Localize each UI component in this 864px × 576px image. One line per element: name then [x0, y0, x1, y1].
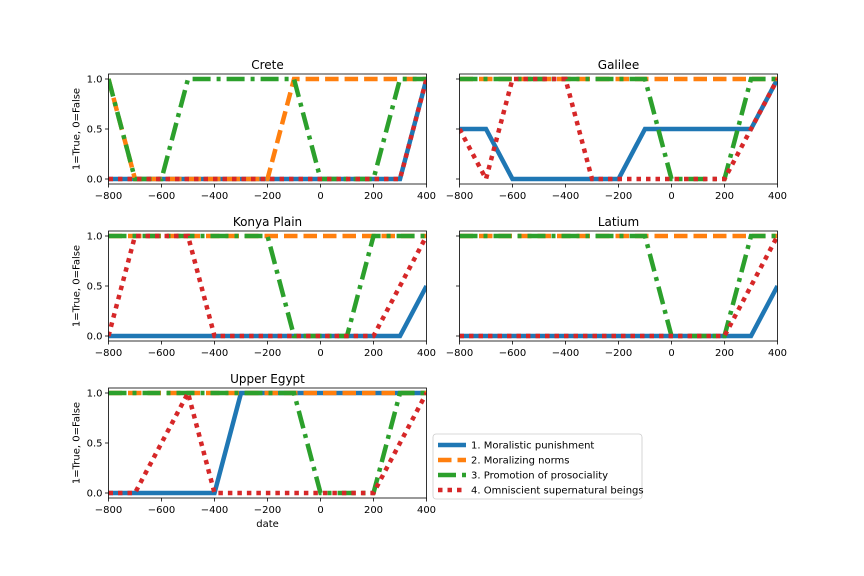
- y-axis-label: 1=True, 0=False: [72, 245, 83, 327]
- x-tick-label: −600: [148, 348, 175, 359]
- x-tick-label: 200: [715, 348, 734, 359]
- x-axis-label: date: [256, 519, 279, 530]
- x-tick-label: 0: [668, 191, 674, 202]
- series-line-4: [108, 233, 427, 339]
- panel-latium: [456, 230, 778, 345]
- legend-label: 3. Promotion of prosociality: [471, 471, 608, 482]
- x-tick-label: −200: [605, 191, 632, 202]
- x-tick-label: −600: [499, 348, 526, 359]
- series-line-3: [459, 233, 778, 339]
- panel-title: Latium: [598, 215, 639, 229]
- series-line-3: [108, 390, 427, 496]
- x-tick-label: 0: [317, 505, 323, 516]
- y-axis-label: 1=True, 0=False: [72, 88, 83, 170]
- x-tick-label: −200: [605, 348, 632, 359]
- x-tick-label: −800: [95, 348, 122, 359]
- x-tick-label: −400: [552, 348, 579, 359]
- y-tick-label: 0.0: [87, 332, 103, 343]
- x-tick-label: −600: [148, 505, 175, 516]
- x-tick-label: −200: [254, 348, 281, 359]
- x-tick-label: −600: [148, 191, 175, 202]
- y-tick-label: 0.5: [87, 125, 103, 136]
- x-tick-label: 0: [317, 348, 323, 359]
- panel-title: Upper Egypt: [230, 372, 305, 386]
- panel-title: Konya Plain: [233, 215, 302, 229]
- panel-crete: [105, 73, 427, 188]
- x-tick-label: −400: [552, 191, 579, 202]
- y-tick-label: 0.0: [87, 489, 103, 500]
- legend-label: 4. Omniscient supernatural beings: [471, 486, 644, 497]
- y-tick-label: 0.0: [87, 175, 103, 186]
- x-tick-label: −800: [446, 348, 473, 359]
- x-tick-label: 400: [768, 348, 787, 359]
- x-tick-label: −400: [201, 191, 228, 202]
- x-tick-label: 400: [417, 505, 436, 516]
- y-tick-label: 1.0: [87, 232, 103, 243]
- y-axis-label: 1=True, 0=False: [72, 402, 83, 484]
- x-tick-label: −800: [446, 191, 473, 202]
- x-tick-label: −400: [201, 505, 228, 516]
- panel-konya-plain: [105, 230, 427, 345]
- axes-frame: [108, 73, 427, 185]
- panel-title: Crete: [251, 58, 284, 72]
- x-tick-label: 400: [417, 191, 436, 202]
- y-tick-label: 1.0: [87, 75, 103, 86]
- x-tick-label: 400: [768, 191, 787, 202]
- y-tick-label: 0.5: [87, 439, 103, 450]
- legend-label: 1. Moralistic punishment: [471, 441, 594, 452]
- x-tick-label: −600: [499, 191, 526, 202]
- x-tick-label: −200: [254, 505, 281, 516]
- x-tick-label: 200: [364, 191, 383, 202]
- x-tick-label: 0: [317, 191, 323, 202]
- series-line-3: [108, 233, 427, 339]
- x-tick-label: −200: [254, 191, 281, 202]
- series-line-4: [459, 76, 778, 184]
- x-tick-label: −800: [95, 191, 122, 202]
- x-tick-label: 200: [715, 191, 734, 202]
- x-tick-label: −400: [201, 348, 228, 359]
- panel-upper-egypt: [105, 387, 427, 502]
- series-line-4: [108, 388, 427, 496]
- legend-label: 2. Moralizing norms: [471, 456, 570, 467]
- panel-title: Galilee: [598, 58, 639, 72]
- legend: 1. Moralistic punishment 2. Moralizing no…: [432, 433, 644, 500]
- y-tick-label: 1.0: [87, 389, 103, 400]
- y-tick-label: 0.5: [87, 282, 103, 293]
- x-tick-label: 200: [364, 505, 383, 516]
- x-tick-label: 200: [364, 348, 383, 359]
- panel-galilee: [456, 73, 778, 188]
- x-tick-label: −800: [95, 505, 122, 516]
- series-line-3: [108, 76, 427, 182]
- x-tick-label: 0: [668, 348, 674, 359]
- x-tick-label: 400: [417, 348, 436, 359]
